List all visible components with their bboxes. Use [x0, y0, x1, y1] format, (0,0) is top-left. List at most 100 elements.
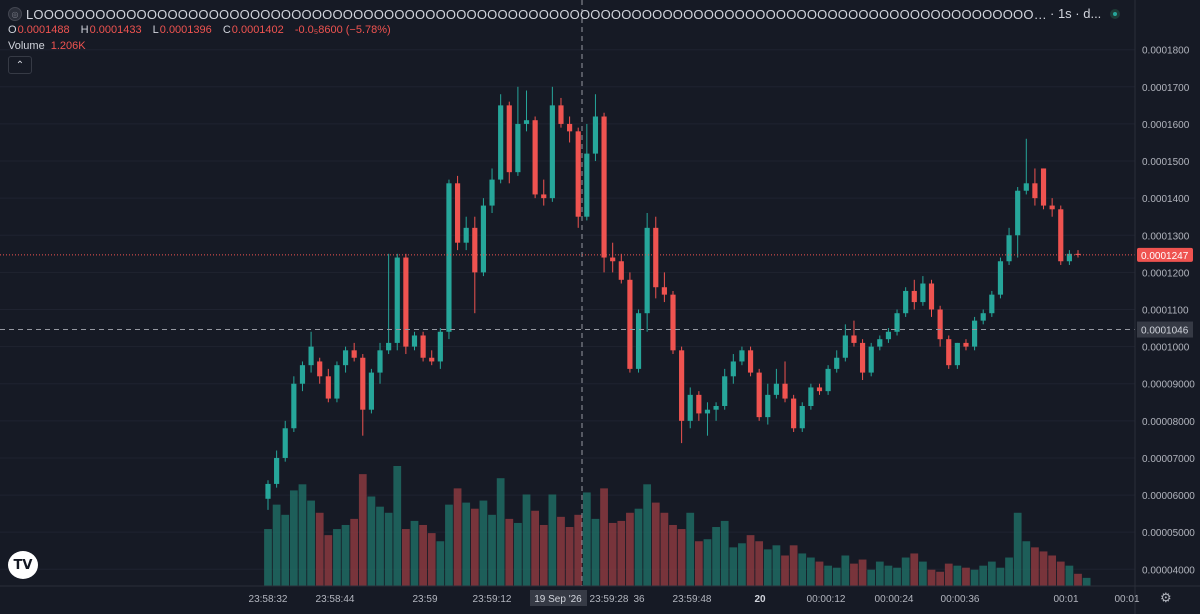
volume-bar: [557, 516, 565, 586]
volume-bar: [962, 567, 970, 586]
price-tick-label: 0.0001300: [1142, 231, 1190, 242]
volume-bar: [755, 541, 764, 586]
volume-bar: [738, 543, 746, 586]
candle-body: [377, 350, 383, 373]
candle-body: [308, 346, 314, 366]
candle-body: [963, 342, 969, 347]
last-price-box: [1137, 247, 1193, 262]
volume-bar: [427, 533, 436, 586]
symbol-logo-icon: ◎: [8, 7, 22, 21]
candle-body: [739, 350, 745, 362]
volume-value: 1.206K: [50, 40, 86, 52]
volume-bar: [660, 512, 669, 586]
close-label: C: [222, 24, 231, 36]
volume-bar: [867, 569, 876, 586]
candle-body: [446, 183, 452, 332]
tradingview-logo-icon[interactable]: TV: [8, 551, 38, 579]
candle-body: [523, 120, 530, 124]
volume-bar: [393, 466, 402, 586]
candle-body: [299, 365, 306, 384]
candle-body: [515, 123, 521, 173]
volume-bar: [384, 512, 393, 586]
candle-body: [282, 428, 288, 458]
candle-body: [920, 283, 926, 303]
candle-body: [997, 261, 1004, 295]
symbol-header[interactable]: ◎ LOOOOOOOOOOOOOOOOOOOOOOOOOOOOOOOOOOOOO…: [8, 6, 1056, 22]
volume-bar: [496, 478, 505, 586]
price-tick-label: 0.0001400: [1142, 194, 1190, 205]
volume-bar: [763, 549, 772, 586]
volume-bar: [626, 512, 634, 586]
volume-bar: [617, 520, 626, 586]
volume-bar: [548, 494, 557, 586]
candle-body: [317, 361, 323, 377]
candle-body: [972, 320, 978, 347]
candle-body: [885, 331, 892, 340]
candle-body: [911, 290, 917, 303]
candle-body: [334, 365, 340, 399]
volume-bar: [841, 555, 850, 586]
volume-bar: [462, 502, 471, 586]
close-value: 0.0001402: [231, 24, 284, 36]
volume-bar: [1065, 565, 1074, 586]
candle-body: [713, 405, 719, 410]
candle-body: [825, 368, 831, 392]
candle-body: [342, 350, 349, 366]
last-price-label: 0.0001247: [1141, 251, 1189, 262]
candle-body: [360, 357, 366, 410]
crosshair-price-label: 0.0001046: [1141, 326, 1189, 337]
time-axis[interactable]: 23:58:32 23:58:44 23:59 23:59:12 23:59:28 36 2…: [0, 585, 1200, 606]
volume-bar: [858, 559, 867, 586]
candle-body: [575, 131, 581, 217]
volume-bar: [505, 518, 514, 586]
price-tick-label: 0.0001700: [1142, 83, 1190, 94]
market-status-icon[interactable]: [1110, 9, 1120, 19]
candle-body: [274, 457, 280, 484]
volume-bar: [401, 529, 410, 586]
candle-body: [549, 105, 555, 199]
candle-body: [980, 313, 986, 321]
candle-body: [472, 227, 478, 273]
candle-body: [816, 387, 823, 392]
volume-bar: [298, 484, 307, 586]
interval-label[interactable]: · 1s · d...: [1050, 6, 1102, 21]
time-tick-label: 00:00:12: [807, 594, 846, 605]
price-axis[interactable]: 0.0001800 0.0001700 0.0001600 0.0001500 0.00…: [1134, 0, 1195, 614]
price-candles: [265, 86, 1081, 510]
volume-bar: [746, 535, 755, 586]
volume-bar: [410, 520, 419, 586]
candle-body: [325, 376, 331, 399]
volume-bar: [1074, 573, 1082, 586]
collapse-legend-button[interactable]: ⌃: [8, 56, 32, 74]
volume-bar: [264, 529, 272, 586]
open-value: 0.0001488: [17, 24, 70, 36]
candle-body: [368, 372, 374, 410]
volume-bar: [643, 484, 652, 586]
candle-body: [601, 116, 607, 258]
candle-body: [498, 105, 504, 180]
volume-bar: [539, 524, 548, 586]
volume-label: Volume: [8, 40, 45, 52]
candle-body: [989, 294, 995, 314]
volume-bar: [608, 522, 617, 586]
price-tick-label: 0.00004000: [1142, 565, 1195, 576]
symbol-name[interactable]: LOOOOOOOOOOOOOOOOOOOOOOOOOOOOOOOOOOOOOOO…: [26, 6, 1056, 22]
low-label: L: [152, 24, 159, 36]
gear-icon[interactable]: ⚙: [1160, 590, 1172, 605]
volume-bar: [488, 514, 496, 586]
price-tick-label: 0.00009000: [1142, 380, 1195, 391]
volume-bar: [850, 563, 858, 586]
candle-body: [1006, 235, 1012, 262]
price-tick-label: 0.0001500: [1142, 157, 1190, 168]
crosshair-time-box: [530, 590, 587, 606]
low-value: 0.0001396: [159, 24, 212, 36]
volume-bar: [824, 565, 832, 586]
high-label: H: [80, 24, 89, 36]
candle-body: [480, 205, 487, 273]
candle-body: [627, 279, 633, 369]
candle-body: [644, 227, 650, 314]
candle-body: [756, 372, 762, 418]
volume-bars: [264, 466, 1091, 586]
candle-body: [386, 342, 392, 351]
